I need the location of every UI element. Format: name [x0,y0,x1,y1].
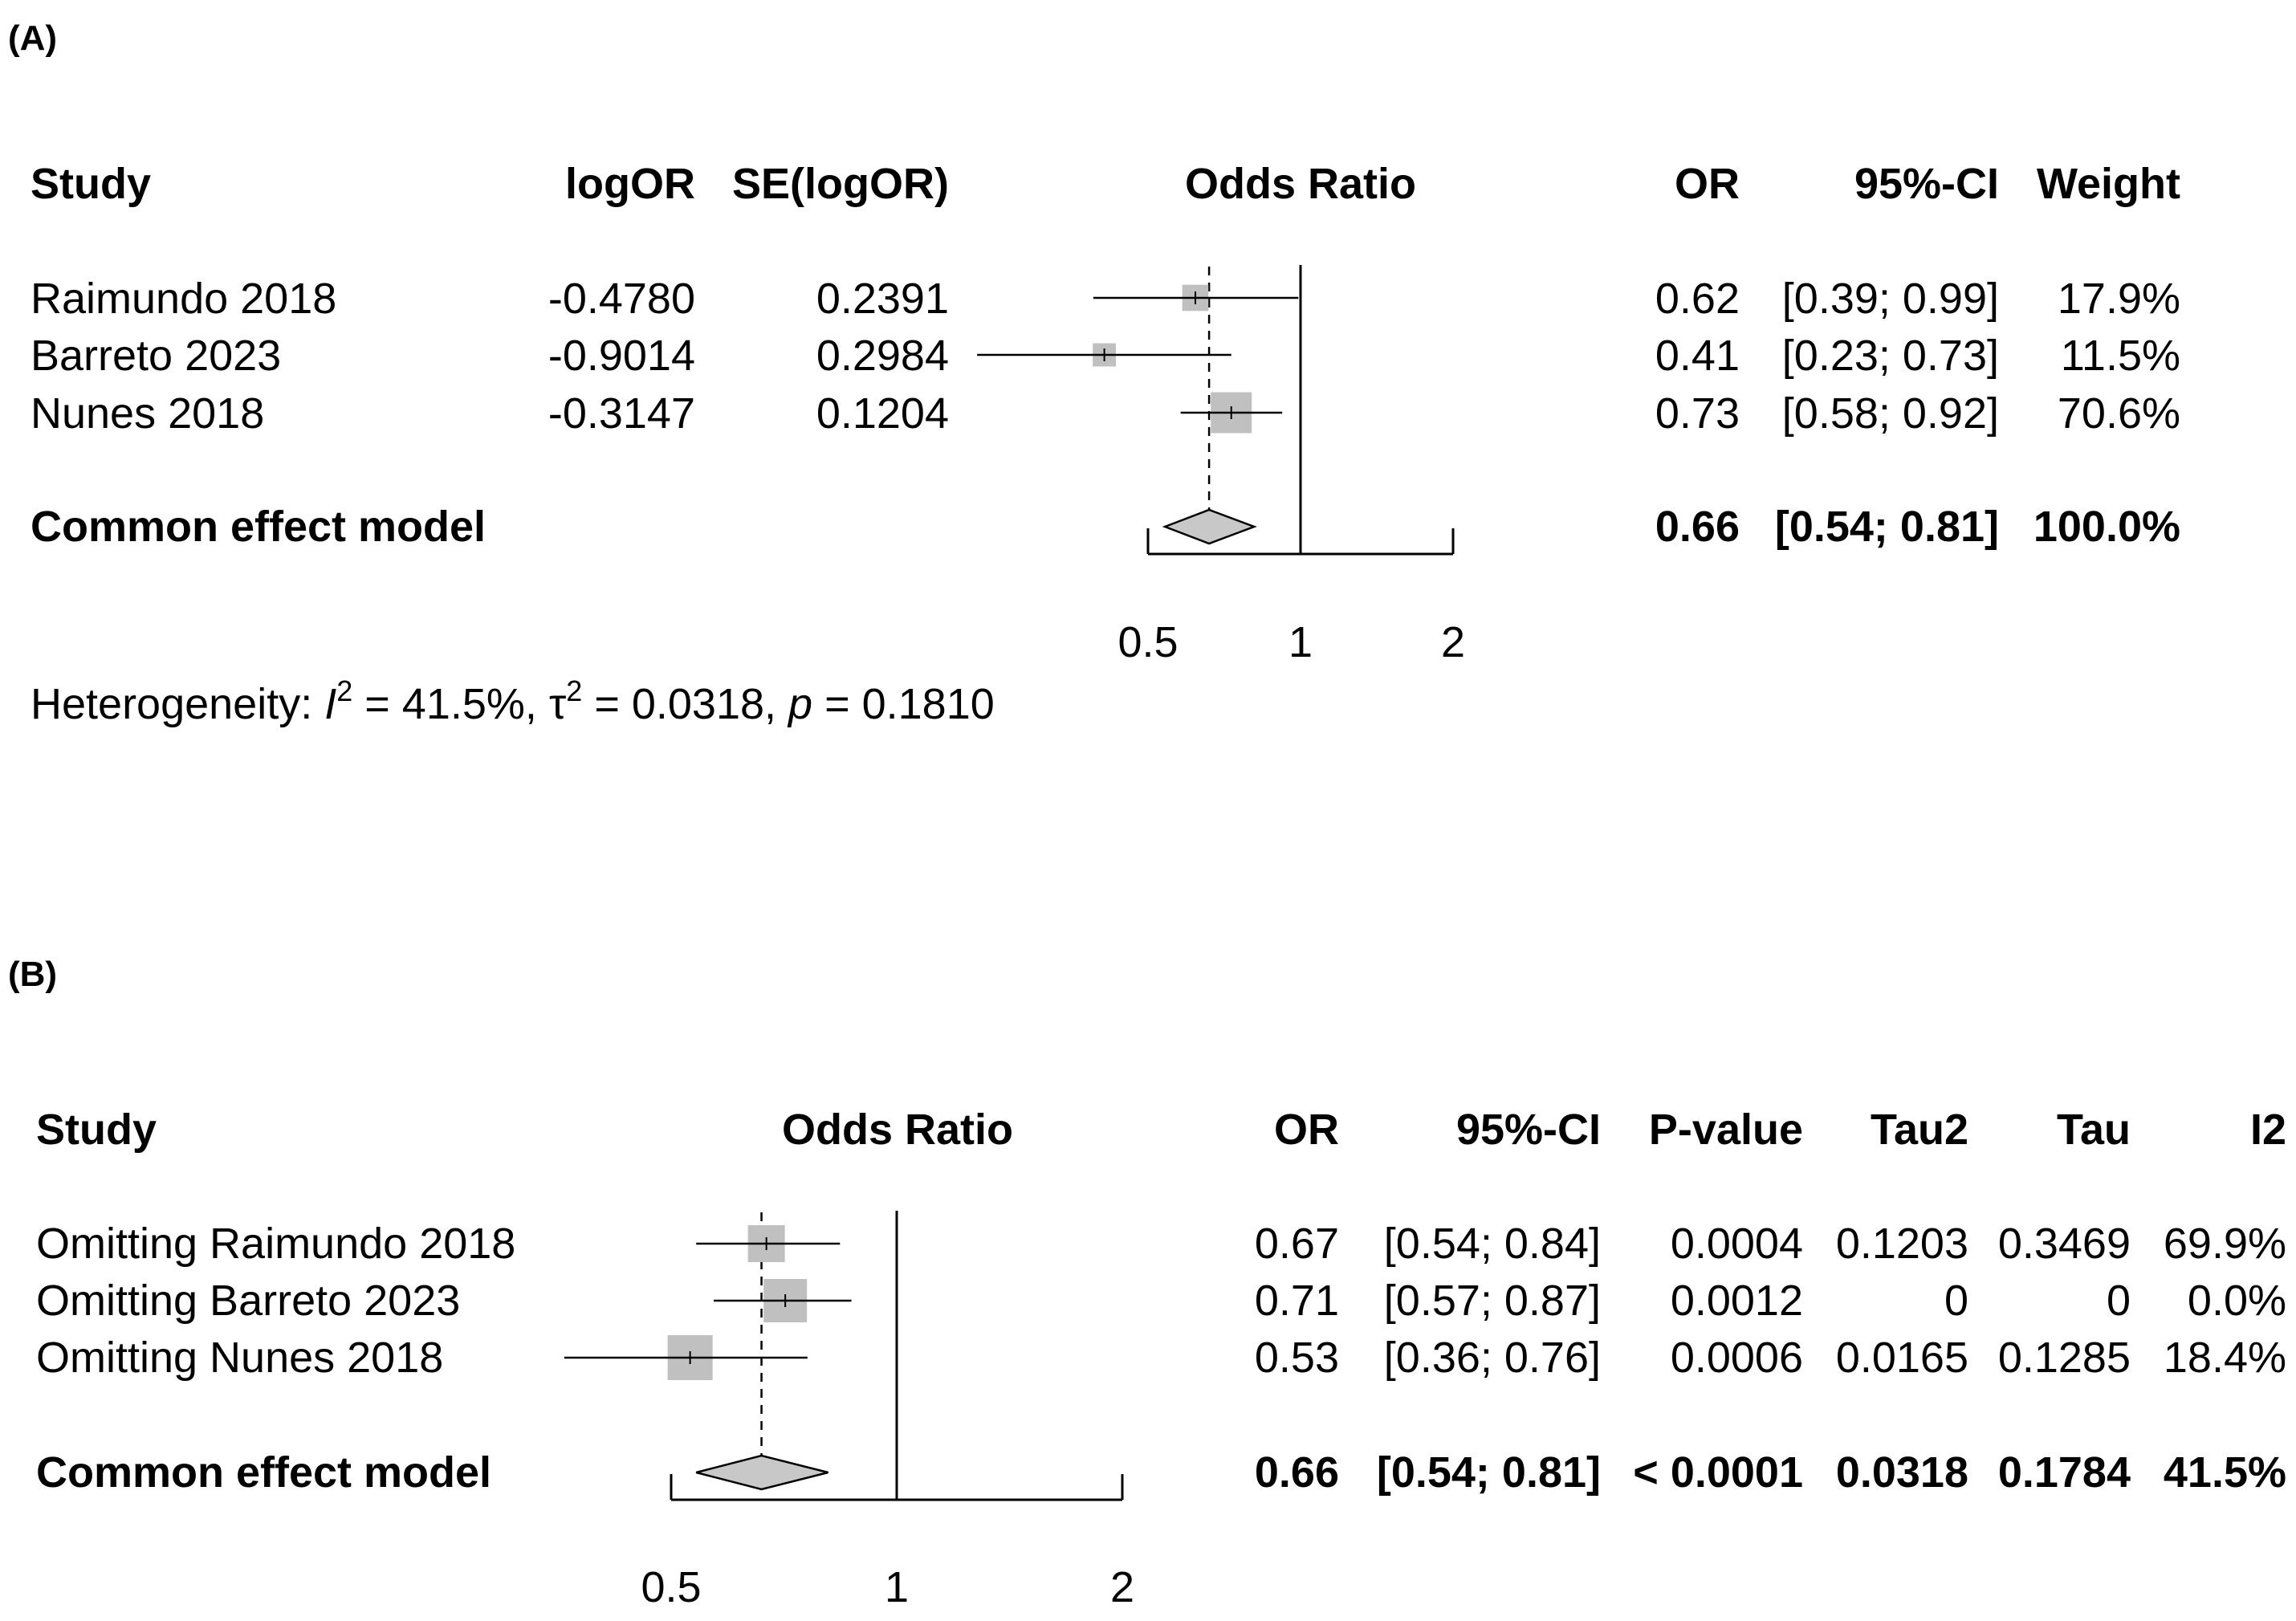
panel-b-header-odds-ratio: Odds Ratio [782,1106,1013,1154]
heterogeneity-p-symbol: p [787,680,812,728]
panel-b-header-p: P-value [1649,1106,1803,1154]
panel-b-p-2: 0.0006 [1671,1334,1803,1382]
panel-b-p-0: 0.0004 [1671,1220,1803,1268]
panel-b-study-label-2: Omitting Nunes 2018 [36,1334,443,1382]
panel-a-logor-2: -0.3147 [548,389,695,438]
heterogeneity-tau-sup: 2 [566,674,582,707]
panel-a-se-2: 0.1204 [816,389,949,438]
x-axis-tick-label-1: 1 [885,1563,909,1611]
panel-a: (A) Study logOR SE(logOR) Odds Ratio OR … [8,18,2180,728]
panel-b-header-or: OR [1274,1106,1339,1154]
panel-a-header-odds-ratio: Odds Ratio [1185,160,1416,208]
panel-a-or-1: 0.41 [1655,332,1740,380]
x-axis-tick-label-0: 0.5 [641,1563,701,1611]
panel-b-tau-2: 0.1285 [1998,1334,2131,1382]
panel-b-i2-1: 0.0% [2188,1277,2286,1325]
panel-a-summary-ci: [0.54; 0.81] [1775,503,1999,551]
panel-a-summary-or: 0.66 [1655,503,1740,551]
panel-a-header-weight: Weight [2037,160,2180,208]
panel-a-header-or: OR [1675,160,1740,208]
panel-a-ci-0: [0.39; 0.99] [1782,275,1999,323]
panel-b-tau2-1: 0 [1944,1277,1968,1325]
panel-b-header-tau2: Tau2 [1871,1106,1968,1154]
panel-b-summary-i2: 41.5% [2164,1448,2286,1497]
panel-a-weight-2: 70.6% [2058,389,2180,438]
panel-b-ci-0: [0.54; 0.84] [1384,1220,1601,1268]
panel-b-tau2-2: 0.0165 [1836,1334,1968,1382]
panel-b-summary-tau: 0.1784 [1998,1448,2131,1497]
summary-diamond [695,1454,828,1491]
panel-b-header-ci: 95%-CI [1456,1106,1601,1154]
panel-b-i2-0: 69.9% [2164,1220,2286,1268]
panel-a-header-se: SE(logOR) [732,160,949,208]
panel-a-se-0: 0.2391 [816,275,949,323]
panel-a-or-0: 0.62 [1655,275,1740,323]
panel-b-or-2: 0.53 [1255,1334,1339,1382]
panel-a-weight-1: 11.5% [2061,332,2180,380]
x-axis-tick-label-0: 0.5 [1117,618,1178,666]
panel-a-se-1: 0.2984 [816,332,949,380]
panel-b-tau-1: 0 [2107,1277,2131,1325]
panel-b-summary-tau2: 0.0318 [1836,1448,1968,1497]
panel-a-plot: 0.5 1 2 [977,265,1465,666]
panel-a-summary-weight: 100.0% [2033,503,2180,551]
x-axis-tick-label-1: 1 [1288,618,1313,666]
panel-b-header-study: Study [36,1106,157,1154]
x-axis-tick-label-2: 2 [1110,1563,1134,1611]
panel-a-study-label-1: Barreto 2023 [31,332,281,380]
panel-b-header-i2: I2 [2250,1106,2286,1154]
summary-diamond [1162,508,1257,545]
panel-b-summary-ci: [0.54; 0.81] [1377,1448,1601,1497]
panel-a-or-2: 0.73 [1655,389,1740,438]
panel-b-i2-2: 18.4% [2164,1334,2286,1382]
panel-b-or-1: 0.71 [1255,1277,1339,1325]
panel-b-summary-p: < 0.0001 [1633,1448,1803,1497]
panel-b-tau-0: 0.3469 [1998,1220,2131,1268]
heterogeneity-p-value: = 0.1810 [812,680,995,728]
panel-b-ci-2: [0.36; 0.76] [1384,1334,1601,1382]
panel-a-header-ci: 95%-CI [1854,160,1999,208]
heterogeneity-prefix: Heterogeneity: [31,680,324,728]
panel-a-heterogeneity: Heterogeneity: I2 = 41.5%, τ2 = 0.0318, … [31,674,995,728]
x-axis-tick-label-2: 2 [1441,618,1465,666]
panel-b-label: (B) [8,955,57,994]
panel-b-summary-or: 0.66 [1255,1448,1339,1497]
panel-a-label: (A) [8,18,57,58]
panel-b-study-label-1: Omitting Barreto 2023 [36,1277,460,1325]
panel-b-study-label-0: Omitting Raimundo 2018 [36,1220,515,1268]
panel-a-logor-0: -0.4780 [548,275,695,323]
panel-b-plot: 0.5 1 2 [564,1211,1134,1611]
heterogeneity-i-symbol: I [324,680,336,728]
panel-b-tau2-0: 0.1203 [1836,1220,1968,1268]
panel-a-summary-label: Common effect model [31,503,486,551]
heterogeneity-tau-value: = 0.0318, [582,680,788,728]
heterogeneity-i2-value: = 41.5%, [352,680,549,728]
panel-b-or-0: 0.67 [1255,1220,1339,1268]
panel-a-ci-1: [0.23; 0.73] [1782,332,1999,380]
panel-b-ci-1: [0.57; 0.87] [1384,1277,1601,1325]
panel-a-header-logor: logOR [565,160,695,208]
heterogeneity-i-sup: 2 [336,674,352,707]
panel-b-p-1: 0.0012 [1671,1277,1803,1325]
panel-a-logor-1: -0.9014 [548,332,695,380]
panel-a-ci-2: [0.58; 0.92] [1782,389,1999,438]
panel-b-summary-label: Common effect model [36,1448,491,1497]
panel-a-study-label-2: Nunes 2018 [31,389,264,438]
panel-a-weight-0: 17.9% [2058,275,2180,323]
panel-a-study-label-0: Raimundo 2018 [31,275,336,323]
panel-b: (B) Study Odds Ratio OR 95%-CI P-value T… [8,955,2286,1611]
panel-a-header-study: Study [31,160,151,208]
heterogeneity-tau-symbol: τ [549,680,566,728]
panel-b-header-tau: Tau [2057,1106,2131,1154]
